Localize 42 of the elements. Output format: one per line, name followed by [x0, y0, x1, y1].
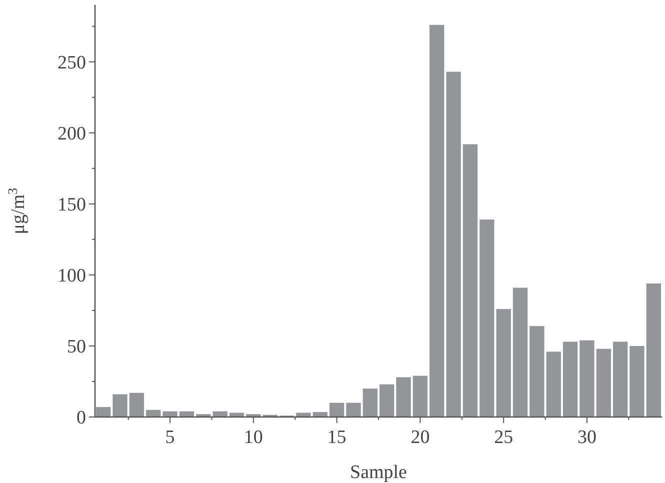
bar	[246, 414, 261, 417]
bar	[296, 412, 311, 417]
x-tick-label: 30	[577, 427, 596, 448]
x-tick-label: 20	[410, 427, 430, 448]
bar	[346, 402, 361, 417]
x-tick-label: 5	[165, 427, 175, 448]
bar	[96, 407, 111, 417]
bar	[412, 376, 428, 417]
bar	[129, 392, 144, 417]
bar	[462, 144, 478, 417]
bar	[480, 220, 494, 417]
bar	[496, 309, 511, 417]
bar	[530, 326, 544, 417]
y-tick-label: 0	[76, 408, 86, 429]
y-tick-label: 100	[58, 266, 86, 287]
bar	[596, 348, 611, 417]
x-axis-title: Sample	[350, 462, 407, 483]
bar	[446, 72, 461, 417]
x-tick-label: 10	[244, 427, 263, 448]
y-tick-label: 250	[58, 52, 86, 74]
bar	[612, 342, 628, 417]
bar	[362, 388, 378, 417]
bar	[580, 340, 594, 417]
bar	[329, 402, 344, 417]
y-tick-label: 50	[67, 336, 86, 358]
y-tick-label: 150	[58, 194, 86, 216]
bar	[162, 411, 178, 417]
bar	[630, 346, 644, 417]
y-tick-label: 200	[58, 124, 86, 145]
bar	[380, 384, 394, 417]
bar	[562, 342, 578, 417]
bar	[646, 283, 661, 417]
x-tick-label: 25	[494, 427, 514, 448]
bar	[212, 411, 228, 417]
bar	[112, 394, 128, 417]
bar	[396, 377, 411, 417]
bar	[229, 412, 244, 417]
bar	[146, 410, 161, 417]
bar	[512, 288, 528, 417]
x-tick-label: 15	[327, 427, 346, 448]
bar	[546, 352, 561, 417]
bar	[430, 24, 444, 417]
